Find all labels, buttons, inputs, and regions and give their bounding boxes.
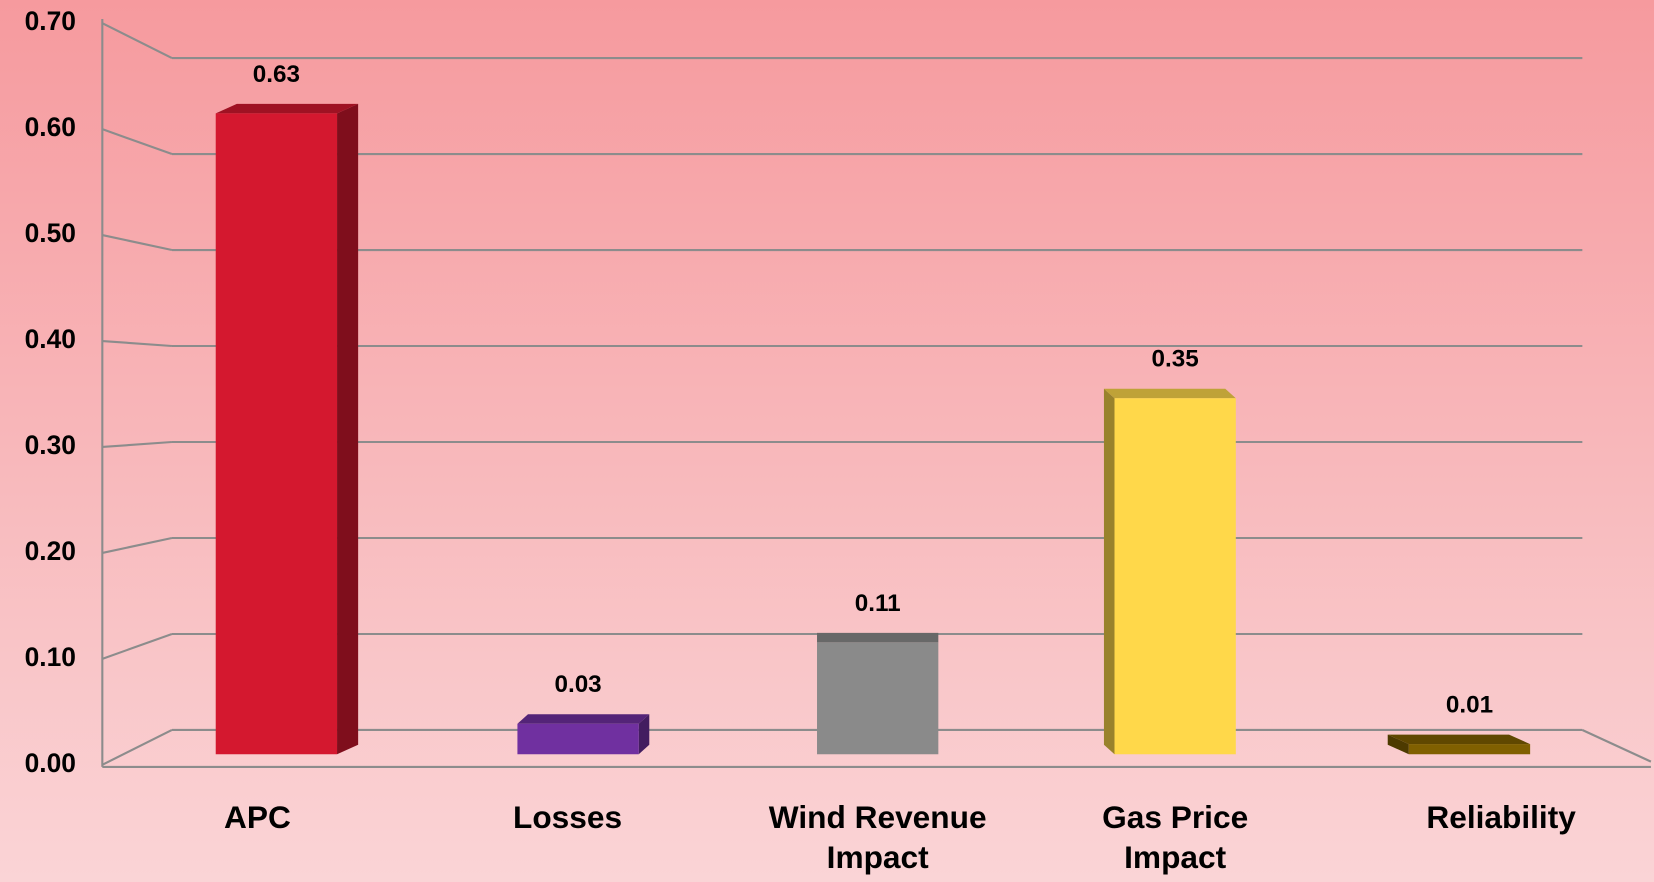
bar	[817, 642, 939, 755]
bar-side	[638, 714, 650, 755]
bar-top	[215, 103, 359, 114]
y-tick-label: 0.10	[25, 642, 76, 672]
y-tick-label: 0.70	[25, 6, 76, 36]
x-tick-label: Reliability	[1426, 800, 1576, 836]
y-tick-label: 0.40	[25, 324, 76, 354]
y-tick-label: 0.50	[25, 218, 76, 248]
bar-top	[517, 714, 650, 724]
grid-line	[101, 729, 173, 766]
bar-side	[1387, 734, 1409, 755]
grid-line	[101, 128, 173, 156]
value-label: 0.01	[1446, 692, 1493, 719]
bar-top	[1103, 388, 1236, 399]
value-label: 0.03	[554, 671, 601, 698]
grid-line	[101, 22, 173, 59]
value-label: 0.63	[253, 61, 300, 88]
axis-line	[1581, 729, 1652, 763]
x-tick-label: Gas Price Impact	[1102, 800, 1249, 876]
grid-line	[102, 339, 173, 348]
value-label: 0.35	[1152, 346, 1199, 373]
bar-side	[1103, 388, 1115, 755]
x-tick-label: APC	[223, 800, 291, 836]
x-tick-label: Wind Revenue Impact	[768, 800, 987, 876]
bar	[517, 723, 639, 755]
bar-side	[337, 103, 359, 755]
bar-top	[817, 632, 939, 643]
y-tick-label: 0.30	[25, 430, 76, 460]
bar	[215, 113, 338, 755]
y-tick-label: 0.60	[25, 112, 76, 142]
y-tick-label: 0.20	[25, 536, 76, 566]
bar-top	[1387, 734, 1531, 745]
y-tick-label: 0.00	[25, 748, 76, 778]
x-tick-label: Losses	[512, 800, 623, 836]
value-label: 0.11	[855, 590, 901, 617]
grid-line	[102, 536, 173, 554]
grid-line	[102, 440, 173, 449]
bar	[1114, 398, 1236, 755]
grid-line	[102, 234, 173, 252]
grid-line	[101, 633, 173, 660]
bar	[1408, 744, 1531, 755]
